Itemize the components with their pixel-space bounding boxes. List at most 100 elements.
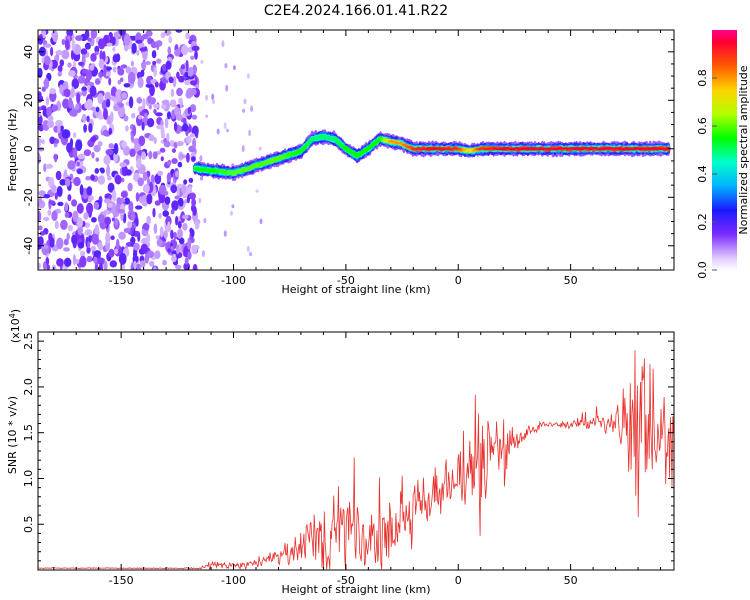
- noise-speckle: [125, 169, 132, 176]
- noise-speckle: [221, 40, 225, 48]
- noise-speckle: [130, 236, 136, 244]
- noise-speckle: [120, 191, 128, 198]
- noise-speckle: [119, 162, 127, 168]
- noise-speckle: [187, 239, 192, 250]
- noise-speckle: [250, 105, 254, 112]
- noise-speckle: [120, 177, 125, 183]
- noise-speckle: [42, 40, 48, 45]
- noise-speckle: [154, 200, 161, 206]
- noise-speckle: [106, 175, 112, 181]
- noise-speckle: [47, 209, 52, 216]
- noise-speckle: [142, 33, 149, 40]
- noise-speckle: [79, 255, 87, 268]
- noise-speckle: [46, 106, 53, 117]
- ridge-mark: [372, 141, 378, 144]
- noise-speckle: [200, 176, 203, 181]
- noise-speckle: [120, 64, 128, 69]
- snr-y-ticks: 0.5 1.0 1.5 2.0 2.5: [22, 332, 674, 562]
- noise-speckle: [54, 192, 58, 200]
- noise-speckle: [127, 182, 133, 192]
- noise-speckle: [138, 115, 142, 120]
- noise-speckle: [45, 96, 50, 106]
- noise-speckle: [141, 151, 147, 160]
- noise-speckle: [89, 64, 95, 71]
- x-tick-label: 0: [455, 574, 462, 587]
- colorbar-tick-label: 0.6: [696, 117, 709, 135]
- ridge-mark: [365, 147, 371, 150]
- noise-speckle: [43, 216, 50, 222]
- noise-speckle: [39, 231, 46, 236]
- noise-speckle: [89, 85, 97, 97]
- noise-speckle: [61, 49, 70, 60]
- noise-speckle: [191, 244, 198, 255]
- y-tick-label: 20: [22, 93, 35, 107]
- noise-speckle: [38, 196, 42, 204]
- noise-speckle: [190, 80, 198, 86]
- noise-speckle: [135, 192, 140, 202]
- noise-speckle: [94, 45, 100, 54]
- y-tick-label: 0.5: [22, 515, 35, 533]
- noise-speckle: [181, 44, 189, 56]
- noise-speckle: [98, 262, 103, 270]
- noise-speckle: [167, 46, 172, 55]
- noise-speckle: [246, 245, 250, 253]
- noise-speckle: [115, 89, 123, 101]
- noise-speckle: [161, 99, 170, 105]
- noise-speckle: [192, 263, 198, 270]
- ridge-mark: [371, 144, 376, 146]
- noise-speckle: [99, 50, 103, 61]
- noise-speckle: [90, 174, 95, 181]
- noise-speckle: [94, 262, 99, 270]
- noise-speckle: [143, 222, 150, 231]
- noise-speckle: [94, 168, 100, 174]
- noise-speckle: [140, 243, 148, 253]
- noise-speckle: [167, 248, 172, 253]
- noise-speckle: [114, 217, 119, 227]
- noise-speckle: [117, 209, 125, 214]
- noise-speckle: [241, 145, 245, 153]
- noise-speckle: [153, 137, 157, 144]
- noise-speckle: [145, 83, 153, 88]
- noise-speckle: [177, 229, 183, 239]
- noise-speckle: [156, 42, 160, 51]
- ridge-mark: [403, 144, 408, 147]
- noise-speckle: [154, 173, 162, 185]
- y-tick-label: 0: [22, 145, 35, 152]
- spectrogram-y-axis-label: Frequency (Hz): [6, 109, 19, 192]
- noise-speckle: [63, 88, 71, 98]
- noise-speckle: [57, 201, 64, 207]
- noise-speckle: [110, 235, 115, 241]
- noise-speckle: [54, 153, 58, 163]
- noise-speckle: [232, 65, 236, 71]
- noise-speckle: [246, 73, 250, 79]
- noise-speckle: [68, 97, 73, 109]
- noise-speckle: [225, 84, 229, 92]
- noise-speckle: [38, 225, 43, 231]
- noise-speckle: [108, 127, 113, 135]
- noise-speckle: [45, 163, 54, 169]
- noise-speckle: [117, 105, 126, 118]
- noise-speckle: [170, 209, 175, 215]
- noise-speckle: [86, 186, 93, 196]
- noise-speckle: [125, 125, 129, 132]
- noise-speckle: [75, 103, 80, 111]
- noise-speckle: [191, 198, 197, 207]
- snr-plot-background: [38, 332, 674, 570]
- noise-speckle: [61, 129, 70, 139]
- noise-speckle: [64, 212, 70, 218]
- noise-speckle: [171, 148, 176, 153]
- noise-speckle: [169, 100, 177, 108]
- noise-speckle: [79, 184, 84, 196]
- noise-speckle: [176, 186, 180, 199]
- noise-speckle: [188, 145, 196, 153]
- noise-speckle: [158, 212, 162, 219]
- noise-speckle: [105, 149, 114, 156]
- noise-speckle: [80, 48, 88, 55]
- noise-speckle: [162, 79, 169, 84]
- noise-speckle: [153, 266, 157, 270]
- noise-speckle: [153, 108, 157, 115]
- noise-speckle: [189, 104, 197, 113]
- noise-speckle: [211, 93, 215, 101]
- snr-line-chart: -150 -100 -50 0 50 0.5 1.0 1.5 2.0 2.5 Height of…: [6, 309, 675, 596]
- noise-speckle: [156, 239, 163, 247]
